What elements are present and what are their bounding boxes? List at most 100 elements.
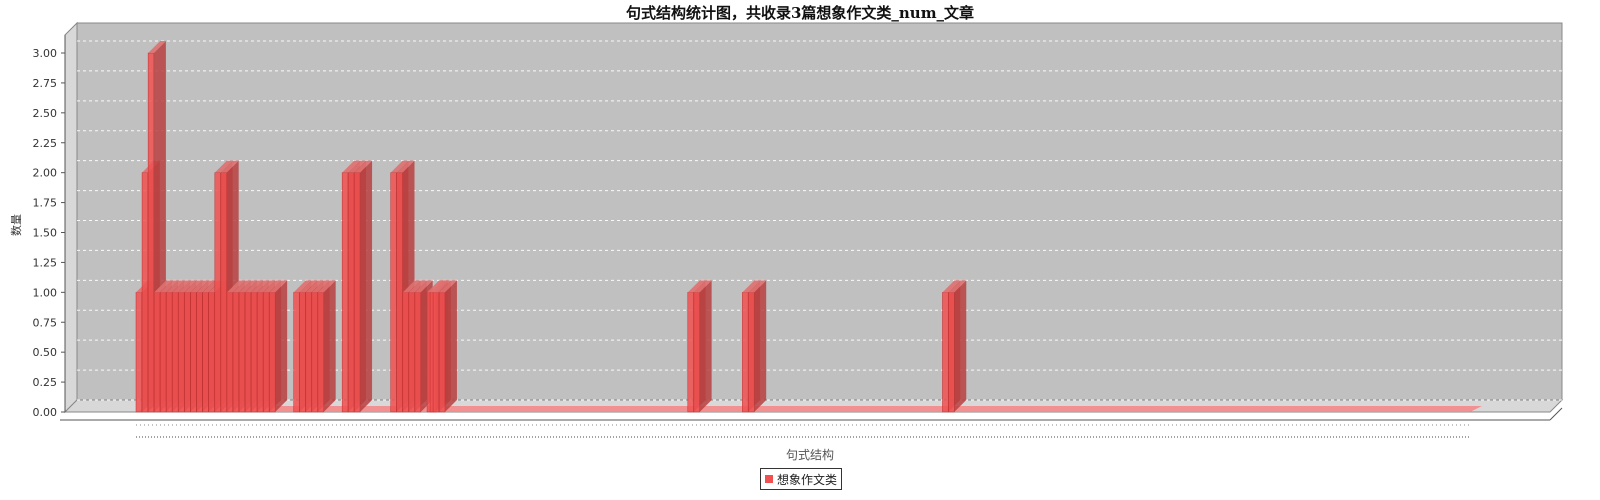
bar <box>220 172 227 413</box>
bar-top <box>693 280 712 293</box>
bar-top <box>251 280 269 293</box>
bar-top <box>439 280 457 293</box>
bar <box>354 172 361 413</box>
bar-top <box>348 160 366 173</box>
bar-top <box>342 160 360 173</box>
legend: 想象作文类 <box>760 468 843 490</box>
y-tick-label: 0.50 <box>33 346 58 359</box>
bar-top <box>160 280 179 293</box>
bar-side <box>699 280 712 412</box>
bar-top <box>317 280 336 293</box>
bar <box>208 292 215 413</box>
bar-top <box>245 280 263 293</box>
bar <box>438 292 446 413</box>
bar <box>693 292 700 413</box>
bar-top <box>408 280 427 293</box>
bar <box>160 292 167 413</box>
bar <box>232 292 240 413</box>
bar-top <box>196 280 215 293</box>
legend-label: 想象作文类 <box>777 472 838 487</box>
bar-top <box>226 280 245 293</box>
bar <box>141 172 149 413</box>
plot-side-wall <box>64 21 78 414</box>
bar-top <box>233 280 251 293</box>
bar-side <box>323 280 336 412</box>
x-axis-label: 句式结构 <box>786 447 834 462</box>
y-axis-label: 数量 <box>10 214 23 236</box>
bar <box>432 292 440 413</box>
bar <box>196 292 203 413</box>
bar-side <box>275 280 288 412</box>
bar-top <box>742 280 761 293</box>
bar <box>178 292 185 413</box>
bar-side <box>954 280 967 412</box>
bar-top <box>184 280 203 293</box>
bar <box>390 172 397 413</box>
bar <box>250 292 258 413</box>
bar-top <box>396 160 415 173</box>
bar-top <box>942 280 961 293</box>
bar <box>305 292 312 413</box>
y-tick-label: 2.25 <box>33 137 58 150</box>
y-tick-label: 0.00 <box>33 406 58 419</box>
x-axis-depth-line <box>1549 407 1563 421</box>
bar <box>317 292 324 413</box>
bar-top <box>948 280 967 293</box>
bar-top <box>178 280 197 293</box>
bar <box>202 292 209 413</box>
bar <box>311 292 318 413</box>
bar-top <box>269 280 288 293</box>
y-tick-label: 1.00 <box>33 286 58 299</box>
bar-top <box>154 280 172 293</box>
y-tick-label: 0.75 <box>33 316 58 329</box>
bar-side <box>444 280 457 412</box>
bar <box>226 292 233 413</box>
bar <box>402 292 409 413</box>
y-tick-label: 2.50 <box>33 107 58 120</box>
bar-top <box>390 160 409 173</box>
bar-top <box>414 280 433 293</box>
bar-top <box>299 280 318 293</box>
y-tick-label: 1.50 <box>33 227 58 240</box>
bar-top <box>220 160 239 173</box>
bar <box>147 52 155 413</box>
zero-base-slab <box>136 406 1482 412</box>
bar-top <box>257 280 276 293</box>
bar <box>214 172 221 413</box>
bar-top <box>305 280 324 293</box>
bar <box>396 172 403 413</box>
bar <box>184 292 191 413</box>
y-tick-label: 1.25 <box>33 256 58 269</box>
bar-top <box>687 280 706 293</box>
bar-side <box>360 160 373 412</box>
bar-top <box>311 280 330 293</box>
y-tick-label: 0.25 <box>33 376 58 389</box>
bar <box>942 292 949 413</box>
bar <box>257 292 264 413</box>
bar-top <box>190 280 209 293</box>
bar <box>238 292 246 413</box>
bar-top <box>748 280 767 293</box>
bar <box>948 292 955 413</box>
bar <box>293 292 300 413</box>
bar <box>190 292 197 413</box>
bar <box>687 292 694 413</box>
y-tick-label: 2.00 <box>33 167 58 180</box>
y-tick-label: 3.00 <box>33 47 58 60</box>
bar-top <box>166 280 185 293</box>
bar <box>135 292 143 413</box>
bar <box>742 292 749 413</box>
bar-top <box>433 280 451 293</box>
y-tick-label: 1.75 <box>33 197 58 210</box>
bar-top <box>402 280 421 293</box>
bar-top <box>293 280 312 293</box>
bar <box>269 292 276 413</box>
bar <box>153 292 161 413</box>
bar <box>748 292 755 413</box>
bar-top <box>239 280 257 293</box>
bar-top <box>148 41 166 53</box>
bar <box>408 292 415 413</box>
bar-side <box>754 280 767 412</box>
bar <box>244 292 252 413</box>
